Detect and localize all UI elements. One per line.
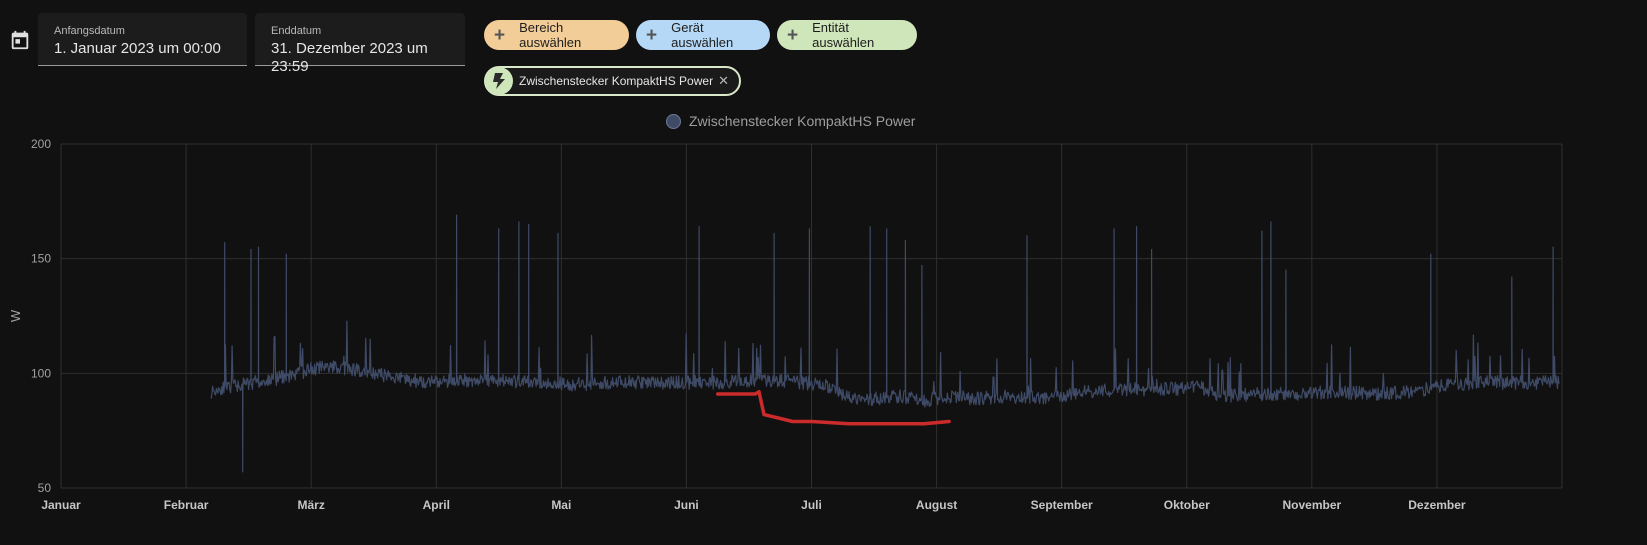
x-tick-label: Januar xyxy=(41,498,81,512)
series-line xyxy=(210,214,1560,473)
select-device-button[interactable]: + Gerät auswählen xyxy=(636,20,770,50)
y-tick-label: 200 xyxy=(31,137,51,151)
x-tick-label: Juli xyxy=(801,498,822,512)
x-tick-label: Oktober xyxy=(1164,498,1210,512)
select-area-button[interactable]: + Bereich auswählen xyxy=(484,20,629,50)
plus-icon: + xyxy=(494,24,506,46)
x-tick-label: August xyxy=(916,498,957,512)
x-tick-label: April xyxy=(423,498,450,512)
selected-entity-label: Zwischenstecker KompaktHS Power xyxy=(519,74,714,88)
selected-entity-chip[interactable]: Zwischenstecker KompaktHS Power ✕ xyxy=(484,66,741,96)
y-axis-label: W xyxy=(8,309,23,322)
x-tick-label: März xyxy=(297,498,324,512)
x-tick-label: November xyxy=(1282,498,1341,512)
y-tick-label: 100 xyxy=(31,366,51,380)
select-area-label: Bereich auswählen xyxy=(519,20,582,50)
end-date-value[interactable]: 31. Dezember 2023 um 23:59 xyxy=(271,40,428,75)
x-tick-label: Dezember xyxy=(1408,498,1466,512)
start-date-value[interactable]: 1. Januar 2023 um 00:00 xyxy=(54,40,221,57)
select-entity-label: Entität auswählen xyxy=(812,20,875,50)
x-tick-label: September xyxy=(1031,498,1093,512)
start-date-label: Anfangsdatum xyxy=(54,25,125,37)
x-tick-label: Juni xyxy=(674,498,699,512)
plus-icon: + xyxy=(646,24,658,46)
x-tick-label: Mai xyxy=(551,498,571,512)
flash-icon xyxy=(485,67,513,95)
legend-marker xyxy=(666,113,681,129)
annotation-stroke xyxy=(715,389,951,426)
remove-entity-icon[interactable]: ✕ xyxy=(718,73,729,88)
chart-legend[interactable]: Zwischenstecker KompaktHS Power xyxy=(666,113,915,129)
y-tick-label: 50 xyxy=(38,481,52,495)
start-date-field[interactable]: Anfangsdatum 1. Januar 2023 um 00:00 xyxy=(38,13,247,66)
end-date-label: Enddatum xyxy=(271,25,322,37)
x-tick-label: Februar xyxy=(164,498,209,512)
calendar-icon[interactable] xyxy=(9,29,31,51)
select-device-label: Gerät auswählen xyxy=(671,20,734,50)
plus-icon: + xyxy=(787,24,799,46)
legend-label: Zwischenstecker KompaktHS Power xyxy=(689,113,916,129)
end-date-field[interactable]: Enddatum 31. Dezember 2023 um 23:59 xyxy=(255,13,465,75)
select-entity-button[interactable]: + Entität auswählen xyxy=(777,20,917,50)
y-tick-label: 150 xyxy=(31,252,51,266)
